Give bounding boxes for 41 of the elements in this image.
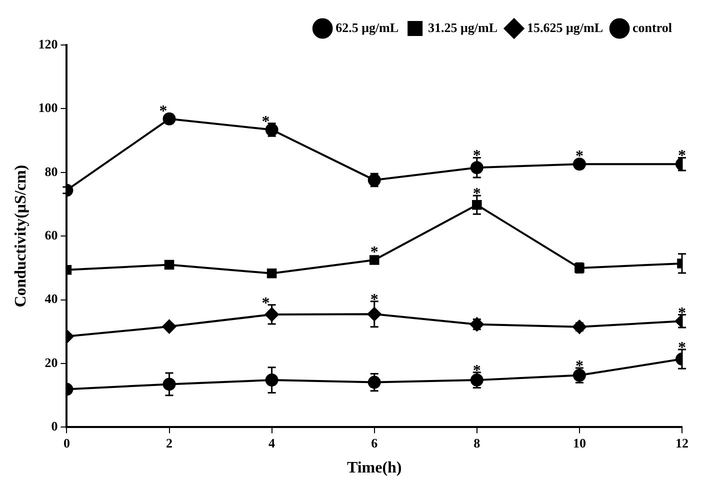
point: [162, 320, 176, 334]
annotation: *: [575, 148, 584, 166]
point: [164, 260, 174, 270]
x-tick-label: 0: [63, 435, 70, 450]
annotation: *: [370, 244, 378, 261]
x-tick-label: 2: [166, 435, 172, 450]
point: [572, 158, 586, 171]
annotation: *: [472, 148, 481, 165]
point: [369, 255, 380, 265]
annotation: *: [472, 362, 481, 380]
x-tick-label: 8: [474, 435, 481, 450]
point: [472, 200, 482, 210]
x-tick-label: 12: [676, 435, 688, 450]
annotation: *: [262, 113, 270, 130]
y-tick-label: 120: [38, 36, 58, 52]
y-tick-label: 0: [51, 418, 58, 434]
y-tick-label: 20: [44, 354, 58, 370]
point: [572, 320, 586, 334]
legend-label: 31.25 μg/mL: [428, 20, 498, 35]
x-tick-label: 10: [572, 435, 586, 450]
legend-label: 62.5 μg/mL: [336, 20, 399, 35]
annotation: *: [159, 102, 168, 120]
annotation: *: [370, 291, 378, 308]
annotation: *: [678, 339, 686, 356]
legend-label: 15.625 μg/mL: [527, 20, 604, 35]
point: [470, 317, 484, 332]
x-tick-label: 4: [268, 435, 276, 450]
annotation: *: [678, 304, 686, 322]
y-tick-label: 100: [38, 100, 58, 116]
y-tick-label: 60: [44, 227, 58, 242]
annotation: *: [472, 186, 481, 203]
x-tick-label: 6: [371, 435, 378, 450]
y-tick-label: 40: [44, 291, 58, 306]
point: [266, 268, 277, 278]
annotation: *: [575, 358, 584, 375]
annotation: *: [678, 148, 686, 165]
y-axis-title: Conductivity(μS/cm): [12, 164, 30, 308]
annotation: *: [262, 294, 270, 312]
legend-label: control: [632, 20, 672, 35]
y-tick-label: 80: [44, 164, 58, 179]
x-axis-title: Time(h): [346, 460, 402, 477]
